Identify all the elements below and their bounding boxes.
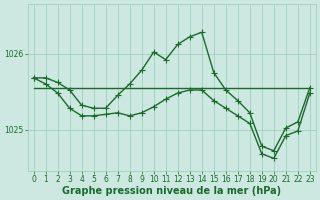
X-axis label: Graphe pression niveau de la mer (hPa): Graphe pression niveau de la mer (hPa) [62, 186, 281, 196]
